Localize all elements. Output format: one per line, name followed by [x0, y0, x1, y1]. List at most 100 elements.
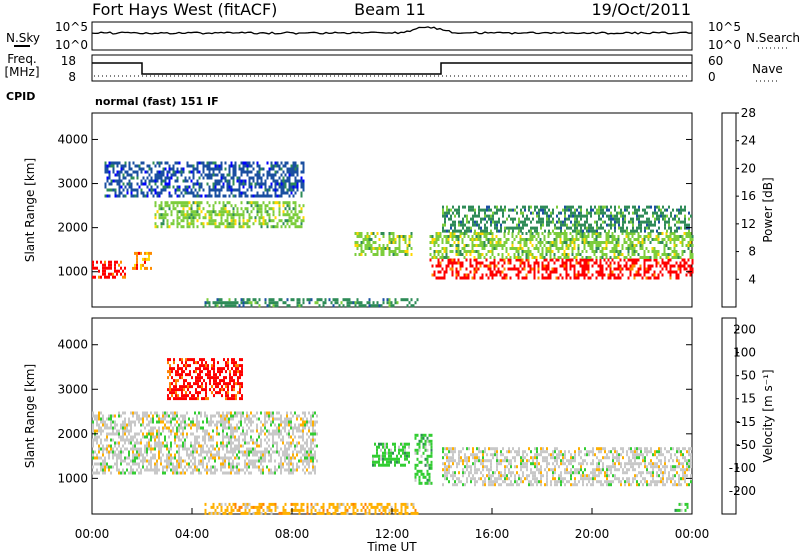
- power-cell: [641, 241, 644, 244]
- power-cell: [196, 207, 199, 211]
- power-cell: [629, 256, 632, 259]
- velocity-cell: [142, 414, 144, 418]
- power-cell: [358, 253, 361, 256]
- velocity-cell: [128, 471, 130, 475]
- power-cell: [112, 179, 115, 183]
- power-cell: [449, 232, 452, 235]
- velocity-cell: [150, 465, 152, 469]
- power-cell: [437, 232, 440, 235]
- power-cell: [589, 258, 592, 262]
- velocity-cell: [232, 426, 234, 430]
- power-cell: [553, 241, 556, 244]
- velocity-cell: [166, 468, 168, 472]
- velocity-cell: [168, 447, 170, 451]
- power-cell: [106, 164, 109, 168]
- power-cell: [529, 235, 532, 238]
- power-cell: [473, 256, 476, 259]
- power-cell: [130, 173, 133, 177]
- velocity-cell: [112, 438, 114, 442]
- power-cell: [475, 238, 478, 241]
- power-cell: [579, 258, 582, 262]
- power-cell: [465, 273, 468, 277]
- velocity-cell: [226, 411, 228, 415]
- power-cell: [565, 261, 568, 265]
- power-cell: [465, 232, 468, 235]
- power-cell: [655, 238, 658, 241]
- power-cell: [274, 170, 277, 174]
- power-cell: [332, 304, 335, 308]
- power-cell: [571, 235, 574, 238]
- power-cell: [228, 164, 231, 168]
- velocity-cell: [466, 456, 468, 460]
- velocity-cell: [232, 459, 234, 463]
- velocity-cell: [114, 432, 116, 436]
- power-cell: [120, 167, 123, 171]
- velocity-cell: [508, 462, 510, 466]
- velocity-cell: [234, 429, 236, 433]
- power-cell: [182, 167, 185, 171]
- power-cell: [144, 251, 146, 255]
- velocity-cell: [258, 468, 260, 472]
- power-cell: [602, 226, 604, 230]
- velocity-cell: [246, 417, 248, 421]
- power-cell: [198, 216, 201, 220]
- power-cell: [684, 214, 686, 218]
- power-cell: [689, 250, 692, 253]
- power-cell: [617, 241, 620, 244]
- power-cell: [441, 241, 444, 244]
- velocity-cell: [282, 426, 284, 430]
- velocity-cell: [106, 426, 108, 430]
- power-cell: [449, 250, 452, 253]
- power-cell: [682, 208, 684, 212]
- power-cell: [392, 232, 395, 235]
- velocity-cell: [466, 480, 468, 484]
- velocity-cell: [128, 429, 130, 433]
- power-cell: [390, 301, 393, 305]
- velocity-cell: [442, 468, 444, 472]
- power-cell: [571, 247, 574, 250]
- power-cell: [118, 170, 121, 174]
- power-cell: [647, 235, 650, 238]
- power-cell: [166, 176, 169, 180]
- power-cell: [578, 223, 580, 227]
- power-cell: [533, 235, 536, 238]
- power-cell: [578, 229, 580, 233]
- velocity-cell: [458, 477, 460, 481]
- power-cell: [498, 217, 500, 221]
- power-cell: [256, 161, 259, 165]
- power-cell: [224, 304, 227, 308]
- power-cell: [652, 214, 654, 218]
- velocity-cell: [262, 450, 264, 454]
- power-cell: [294, 176, 297, 180]
- power-cell: [140, 263, 142, 267]
- power-cell: [152, 194, 155, 198]
- velocity-cell: [306, 423, 308, 427]
- power-cell: [470, 208, 472, 212]
- power-cell: [232, 304, 235, 308]
- power-cell: [300, 185, 303, 189]
- power-cell: [284, 182, 287, 186]
- velocity-cell: [470, 468, 472, 472]
- power-cell: [614, 205, 616, 209]
- velocity-cell: [302, 429, 304, 433]
- velocity-cell: [546, 483, 548, 487]
- power-cell: [650, 205, 652, 209]
- velocity-cell: [216, 420, 218, 424]
- power-cell: [579, 235, 582, 238]
- power-cell: [380, 304, 383, 308]
- power-cell: [593, 241, 596, 244]
- power-cell: [130, 188, 133, 192]
- power-cell: [196, 225, 199, 229]
- power-cell: [599, 256, 602, 259]
- velocity-cell: [110, 432, 112, 436]
- power-cell: [206, 301, 209, 305]
- power-cell: [658, 208, 660, 212]
- power-cell: [242, 298, 245, 302]
- velocity-cell: [216, 453, 218, 457]
- velocity-cell: [174, 438, 176, 442]
- power-cell: [575, 235, 578, 238]
- power-cell: [184, 176, 187, 180]
- power-cell: [483, 241, 486, 244]
- velocity-cell: [176, 468, 178, 472]
- power-cell: [521, 267, 524, 271]
